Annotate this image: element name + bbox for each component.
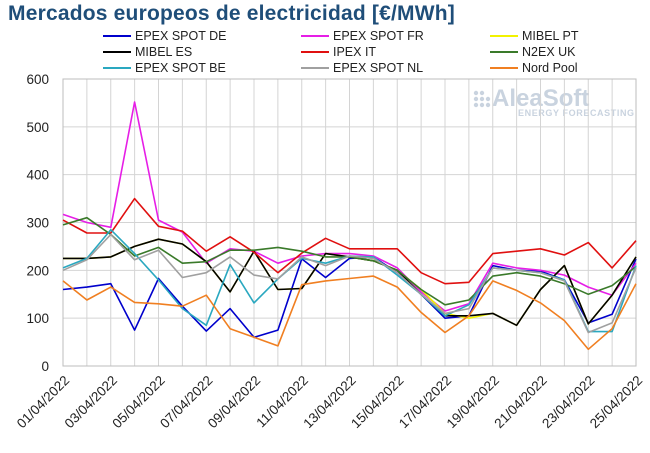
aleasoft-logo-icon: [473, 90, 491, 108]
y-axis: 0 100 200 300 400 500 600: [26, 72, 49, 374]
y-tick-label: 400: [26, 168, 49, 183]
legend-label: N2EX UK: [522, 45, 576, 59]
y-tick-label: 500: [26, 120, 49, 135]
chart-grid: [62, 78, 637, 367]
series-lines: [62, 101, 637, 351]
legend-label: EPEX SPOT NL: [333, 61, 423, 75]
series-line-epex-spot-nl: [62, 233, 637, 334]
aleasoft-watermark: AleaSoft ENERGY FORECASTING: [473, 85, 635, 118]
y-tick-label: 0: [41, 359, 49, 374]
plot-area-border: [62, 78, 637, 367]
legend-label: IPEX IT: [333, 45, 376, 59]
y-tick-label: 200: [26, 263, 49, 278]
series-line-ipex-it: [62, 197, 637, 285]
series-line-epex-spot-fr: [62, 101, 637, 312]
x-axis: 01/04/202203/04/202205/04/202207/04/2022…: [14, 373, 645, 431]
legend-label: MIBEL ES: [135, 45, 192, 59]
legend-label: EPEX SPOT FR: [333, 29, 424, 43]
y-tick-label: 300: [26, 216, 49, 231]
legend-label: EPEX SPOT BE: [135, 61, 226, 75]
chart-title: Mercados europeos de electricidad [€/MWh…: [8, 2, 455, 25]
watermark-tagline: ENERGY FORECASTING: [518, 108, 635, 118]
series-line-n2ex-uk: [62, 216, 637, 306]
legend-label: Nord Pool: [522, 61, 578, 75]
series-line-epex-spot-de: [62, 256, 637, 339]
legend: EPEX SPOT DE EPEX SPOT FR MIBEL PT MIBEL ES…: [103, 29, 579, 75]
series-line-nord-pool: [62, 275, 637, 351]
legend-label: EPEX SPOT DE: [135, 29, 226, 43]
y-tick-label: 100: [26, 311, 49, 326]
y-tick-label: 600: [26, 72, 49, 87]
legend-label: MIBEL PT: [522, 29, 579, 43]
